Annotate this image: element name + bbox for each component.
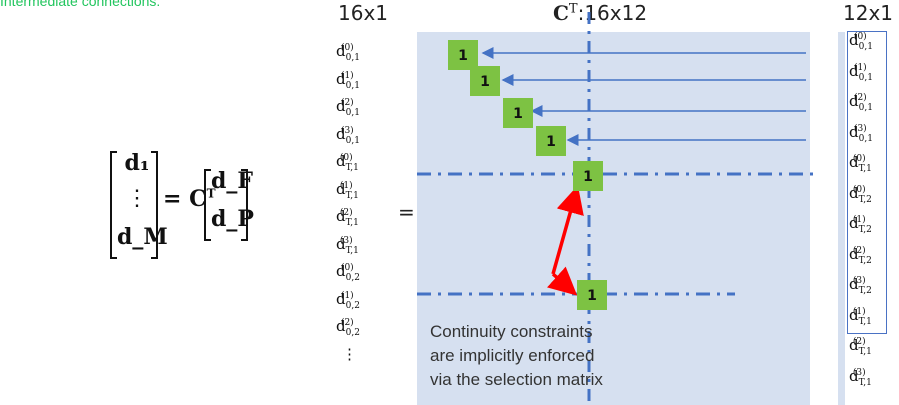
left-vector-entry: d0,2(2) bbox=[336, 317, 360, 338]
matrix-transpose: T bbox=[568, 1, 578, 17]
matrix-one-cell: 1 bbox=[573, 161, 603, 191]
svg-text:1: 1 bbox=[583, 169, 593, 185]
left-vector-entry: d0,1(2) bbox=[336, 97, 360, 118]
equals-c-text: = C bbox=[163, 186, 207, 212]
right-vector-entry: d0,1(2) bbox=[849, 92, 873, 113]
left-vector-entry: d0,1(3) bbox=[336, 124, 360, 146]
rhs-right-bracket bbox=[241, 169, 248, 241]
right-vector-entry: dT,2(1) bbox=[849, 214, 872, 235]
lhs-right-bracket bbox=[151, 151, 158, 259]
right-vector-entry: dT,2(2) bbox=[849, 244, 872, 266]
svg-text:1: 1 bbox=[546, 134, 556, 150]
top-caption: Intermediate connections. bbox=[0, 0, 161, 9]
right-strip bbox=[838, 32, 845, 405]
equation-transpose: T bbox=[206, 186, 216, 201]
matrix-one-cell: 1 bbox=[536, 126, 566, 156]
matrix-one-cell: 1 bbox=[470, 66, 500, 96]
right-vector-entry: dT,1(2) bbox=[849, 336, 872, 357]
rhs-left-bracket bbox=[204, 169, 211, 241]
right-vector-entry: d0,1(1) bbox=[849, 61, 873, 83]
left-vector-entry: d0,2(0) bbox=[336, 262, 360, 283]
matrix-one-cell: 1 bbox=[577, 280, 607, 310]
lhs-d1: d₁ bbox=[124, 150, 150, 176]
matrix-one-cell: 1 bbox=[503, 98, 533, 128]
left-vector-header: 16x1 bbox=[338, 1, 389, 25]
right-vector-header: 12x1 bbox=[843, 1, 894, 25]
red-arrow-right bbox=[547, 266, 578, 296]
right-vector-entry: dT,1(3) bbox=[849, 366, 872, 388]
left-vector-entry: d0,2(1) bbox=[336, 289, 360, 311]
left-vector-entry: dT,1(2) bbox=[336, 207, 359, 228]
matrix-symbol: C bbox=[553, 1, 569, 25]
right-vector-entry: dT,1(0) bbox=[849, 153, 872, 174]
caption-line-3: via the selection matrix bbox=[430, 370, 603, 389]
svg-text:1: 1 bbox=[513, 106, 523, 122]
right-vector-entry: dT,2(0) bbox=[849, 183, 872, 205]
caption-line-1: Continuity constraints bbox=[430, 322, 593, 341]
left-vector-entry: d0,1(0) bbox=[336, 42, 360, 63]
right-vector-entry: d0,1(3) bbox=[849, 122, 873, 144]
caption-line-2: are implicitly enforced bbox=[430, 346, 595, 365]
svg-text:1: 1 bbox=[458, 48, 468, 64]
equation-graphic bbox=[110, 151, 248, 259]
continuity-caption: Continuity constraints are implicitly en… bbox=[430, 320, 603, 392]
lhs-left-bracket bbox=[110, 151, 117, 259]
right-vector-entry: d0,1(0) bbox=[849, 31, 873, 52]
right-vector-box bbox=[847, 31, 887, 334]
left-vector-entry: dT,1(0) bbox=[336, 152, 359, 173]
svg-text:1: 1 bbox=[480, 74, 490, 90]
svg-text:1: 1 bbox=[587, 288, 597, 304]
red-arrow-up bbox=[551, 185, 584, 275]
left-vector-entry: dT,1(1) bbox=[336, 179, 359, 201]
equation-equals-c: = CT bbox=[163, 186, 216, 212]
right-vector-entry: dT,2(3) bbox=[849, 275, 872, 296]
left-vector-entry: dT,1(3) bbox=[336, 234, 359, 256]
left-vector-entry: d0,1(1) bbox=[336, 69, 360, 91]
lhs-ellipsis: ⋮ bbox=[126, 186, 148, 211]
matrix-one-cell: 1 bbox=[448, 40, 478, 70]
equals-sign: = bbox=[398, 200, 415, 224]
left-vector-ellipsis: ⋮ bbox=[342, 344, 357, 363]
right-vector-entry: dT,1(1) bbox=[849, 305, 872, 327]
